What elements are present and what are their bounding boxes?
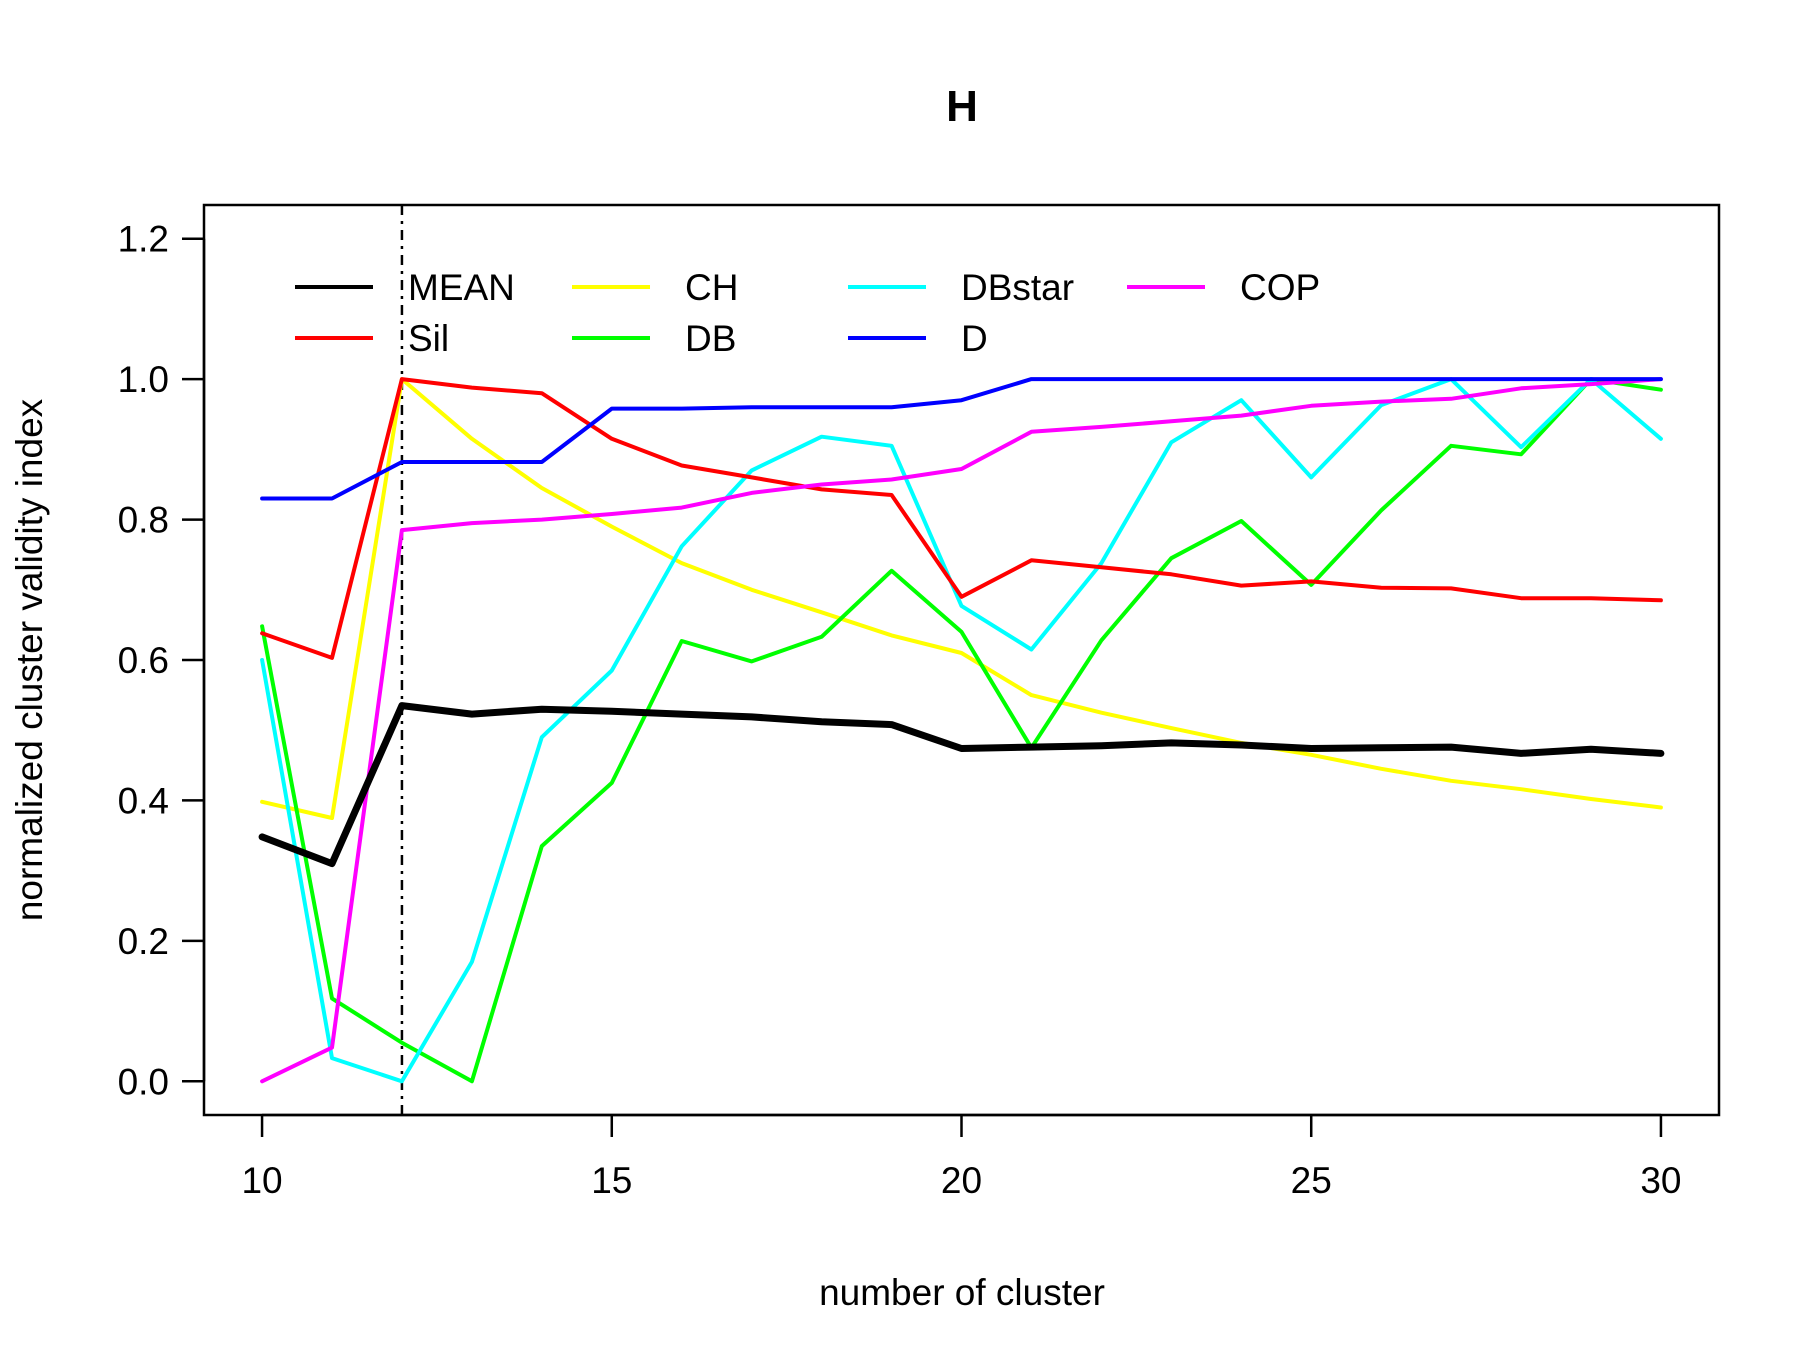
y-tick-label: 0.6 <box>118 640 169 681</box>
y-tick-label: 0.4 <box>118 780 169 821</box>
legend-label-mean: MEAN <box>408 267 515 308</box>
series-line-cop <box>260 377 1663 1084</box>
legend-label-sil: Sil <box>408 318 449 359</box>
x-tick-label: 30 <box>1640 1160 1681 1201</box>
x-tick-label: 20 <box>941 1160 982 1201</box>
y-axis-label: normalized cluster validity index <box>9 398 50 921</box>
legend-label-d: D <box>961 318 988 359</box>
legend-label-cop: COP <box>1240 267 1320 308</box>
legend-label-dbstar: DBstar <box>961 267 1074 308</box>
y-tick-label: 0.8 <box>118 500 169 541</box>
x-axis: 10 15 20 25 30 <box>241 1113 1682 1201</box>
series-line-d <box>260 377 1663 501</box>
y-tick-label: 1.0 <box>118 359 169 400</box>
y-tick-label: 0.0 <box>118 1061 169 1102</box>
x-tick-label: 15 <box>591 1160 632 1201</box>
series-line-mean <box>258 702 1665 868</box>
legend: MEAN Sil CH DB DBstar D COP <box>295 267 1320 359</box>
series-line-db <box>260 377 1663 1084</box>
legend-label-db: DB <box>685 318 736 359</box>
y-tick-label: 0.2 <box>118 921 169 962</box>
x-axis-label: number of cluster <box>819 1272 1105 1313</box>
legend-label-ch: CH <box>685 267 738 308</box>
y-axis: 0.0 0.2 0.4 0.6 0.8 1.0 1.2 <box>118 219 206 1102</box>
plot-area <box>258 205 1665 1115</box>
series-line-sil <box>260 377 1663 660</box>
x-tick-label: 25 <box>1291 1160 1332 1201</box>
y-tick-label: 1.2 <box>118 219 169 260</box>
x-tick-label: 10 <box>241 1160 282 1201</box>
series-line-dbstar <box>260 377 1663 1084</box>
series-line-ch <box>260 377 1663 820</box>
chart-title: H <box>946 82 978 131</box>
